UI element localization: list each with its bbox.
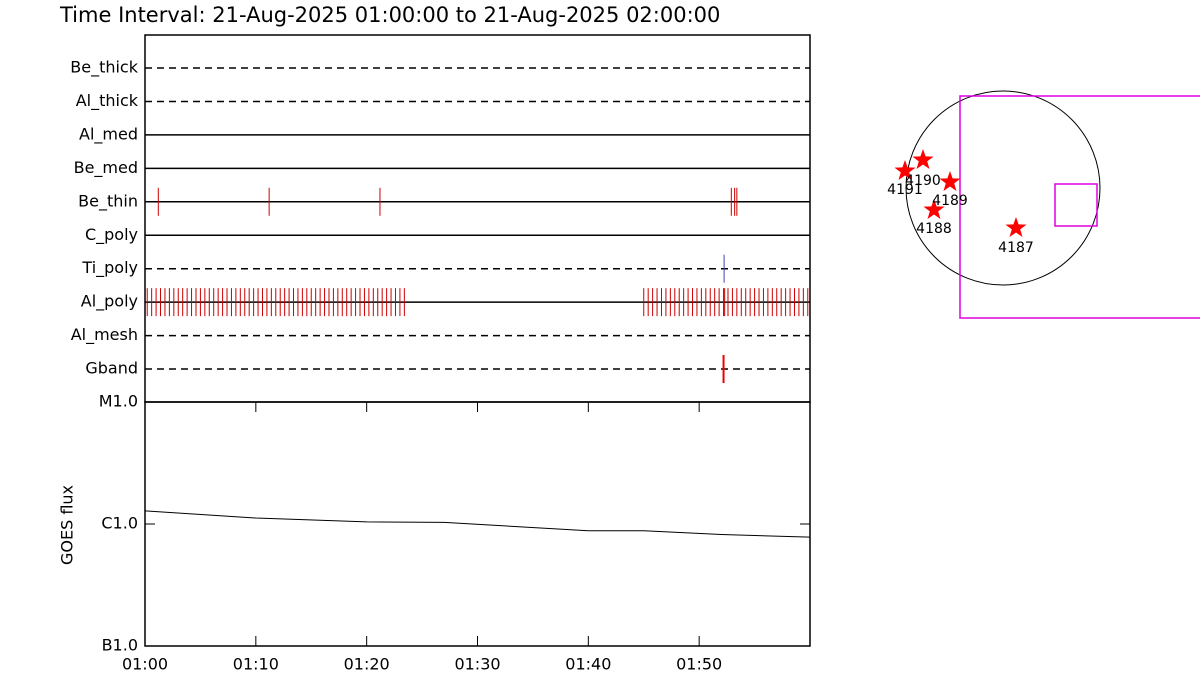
x-tick-label: 01:40 — [565, 655, 611, 674]
channel-label: Be_med — [74, 158, 138, 178]
region-label: 4189 — [932, 193, 968, 209]
channel-label: Be_thick — [70, 58, 138, 78]
channel-label: Ti_poly — [81, 258, 138, 278]
region-label: 4191 — [887, 182, 923, 198]
x-tick-label: 01:20 — [344, 655, 390, 674]
chart-title: Time Interval: 21-Aug-2025 01:00:00 to 2… — [59, 3, 720, 27]
channel-label: Be_thin — [78, 191, 138, 211]
y-axis-label: GOES flux — [58, 485, 77, 565]
solar-disk — [905, 90, 1101, 286]
channel-label: Al_poly — [81, 292, 138, 312]
region-marker — [939, 171, 961, 191]
x-tick-label: 01:00 — [122, 655, 168, 674]
y-tick-label: B1.0 — [102, 636, 138, 655]
region-label: 4190 — [905, 173, 941, 189]
fov-box — [959, 95, 1200, 319]
channel-label: Al_med — [79, 124, 138, 144]
fov-box-small — [1054, 183, 1098, 227]
sun-map: 4191 4190 4189 4188 4187 — [887, 90, 1200, 319]
region-marker — [1005, 217, 1027, 237]
goes-curve — [144, 510, 811, 538]
channel-label: Gband — [85, 359, 138, 378]
region-label: 4188 — [916, 221, 952, 237]
channel-label: Al_mesh — [71, 325, 138, 345]
x-tick-label: 01:30 — [454, 655, 500, 674]
channel-label: C_poly — [85, 225, 138, 245]
y-tick-label: M1.0 — [99, 392, 138, 411]
y-tick-label: C1.0 — [101, 514, 138, 533]
timeline-frame — [144, 34, 811, 403]
region-marker — [912, 149, 934, 169]
x-tick-label: 01:50 — [676, 655, 722, 674]
x-tick-label: 01:10 — [233, 655, 279, 674]
region-label: 4187 — [998, 240, 1034, 256]
channel-label: Al_thick — [76, 91, 139, 111]
